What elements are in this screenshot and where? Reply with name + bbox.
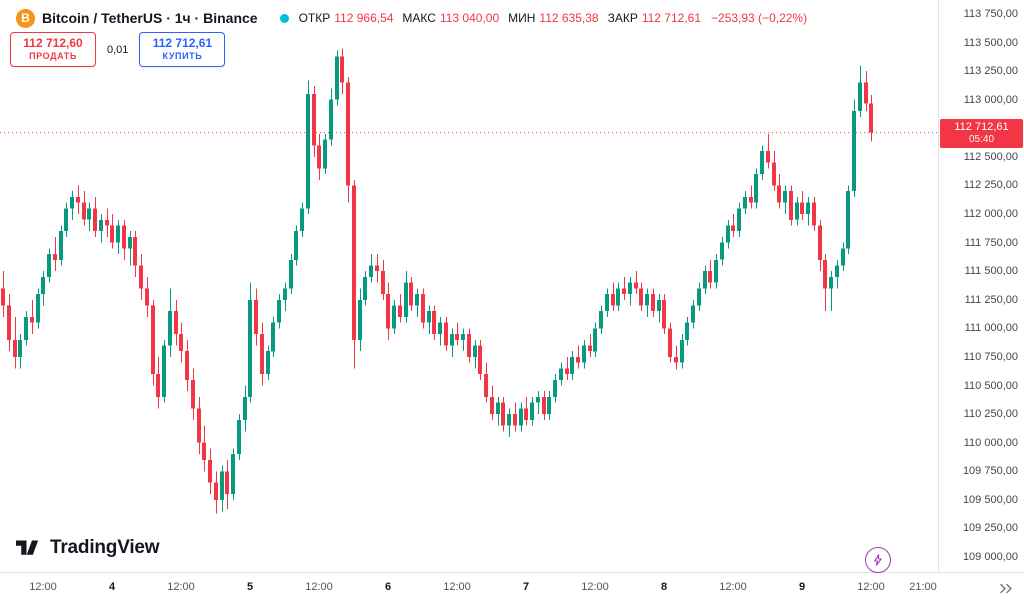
lightning-bolt-icon: [874, 554, 882, 566]
time-tick-label: 12:00: [167, 581, 195, 593]
price-tick-label: 112 500,00: [963, 151, 1018, 163]
buy-price: 112 712,61: [152, 36, 213, 50]
open-value: 112 966,54: [334, 11, 394, 25]
buy-button[interactable]: 112 712,61 КУПИТЬ: [139, 32, 226, 67]
price-tick-label: 113 500,00: [963, 37, 1018, 49]
candles-layer: [1, 48, 873, 514]
high-label: МАКС: [402, 11, 436, 25]
price-tick-label: 112 000,00: [963, 208, 1018, 220]
price-tick-label: 113 000,00: [963, 94, 1018, 106]
time-tick-label: 12:00: [857, 581, 885, 593]
price-tick-label: 111 750,00: [964, 237, 1018, 249]
high-value: 113 040,00: [439, 11, 500, 25]
price-tick-label: 111 250,00: [964, 294, 1018, 306]
sell-price: 112 712,60: [23, 36, 83, 50]
last-price-badge: 112 712,61 05:40: [940, 119, 1023, 148]
tradingview-logo-icon: [16, 540, 39, 555]
symbol-title[interactable]: Bitcoin / TetherUS · 1ч · Binance: [42, 10, 258, 26]
bitcoin-glyph: B: [21, 11, 30, 25]
bitcoin-icon: B: [16, 8, 35, 28]
price-tick-label: 111 500,00: [964, 265, 1018, 277]
time-tick-label: 12:00: [581, 581, 609, 593]
price-tick-label: 113 250,00: [963, 65, 1018, 77]
close-label: ЗАКР: [607, 11, 638, 25]
time-tick-day-label: 7: [522, 581, 530, 593]
spread-value: 0,01: [107, 43, 129, 56]
ohlc-legend: ОТКР 112 966,54 МАКС 113 040,00 МИН 112 …: [299, 11, 808, 25]
time-tick-label: 12:00: [443, 581, 471, 593]
price-scale[interactable]: 112 712,61 05:40 113 750,00 113 500,00 113…: [938, 0, 1024, 572]
sell-label: ПРОДАТЬ: [29, 51, 77, 61]
price-tick-label: 110 000,00: [963, 437, 1018, 449]
time-tick-label: 12:00: [305, 581, 333, 593]
chart-header: B Bitcoin / TetherUS · 1ч · Binance ОТКР…: [16, 8, 807, 28]
market-status-dot[interactable]: [279, 13, 289, 23]
price-tick-label: 110 750,00: [963, 351, 1018, 363]
time-tick-label: 12:00: [29, 581, 57, 593]
time-scale[interactable]: 12:00 4 12:00 5 12:00 6 12:00 7 12:00 8 12:00 9 12:0…: [0, 572, 1024, 603]
time-tick-day-label: 6: [384, 581, 392, 593]
price-tick-label: 110 500,00: [963, 380, 1018, 392]
time-tick-label: 21:00: [909, 581, 937, 593]
time-tick-day-label: 8: [660, 581, 668, 593]
price-tick-label: 109 000,00: [962, 551, 1018, 563]
price-tick-label: 113 750,00: [963, 8, 1018, 20]
price-tick-label: 112 250,00: [963, 179, 1018, 191]
buy-label: КУПИТЬ: [162, 51, 203, 61]
time-tick-label: 12:00: [719, 581, 747, 593]
low-value: 112 635,38: [539, 11, 599, 25]
price-tick-label: 111 000,00: [964, 322, 1018, 334]
tradingview-logo-text: TradingView: [50, 537, 160, 558]
close-value: 112 712,61: [641, 11, 702, 25]
boost-button[interactable]: [865, 547, 891, 573]
price-tick-label: 109 500,00: [962, 494, 1018, 506]
time-tick-day-label: 4: [108, 581, 116, 593]
tradingview-logo[interactable]: TradingView: [16, 537, 160, 559]
price-tick-label: 110 250,00: [963, 408, 1018, 420]
time-tick-day-label: 5: [246, 581, 254, 593]
time-tick-day-label: 9: [798, 581, 806, 593]
change-value: −253,93 (−0,22%): [711, 11, 808, 25]
double-chevron-right-icon[interactable]: [999, 582, 1014, 595]
open-label: ОТКР: [298, 11, 331, 25]
bar-countdown: 05:40: [968, 134, 995, 145]
price-tick-label: 109 750,00: [962, 465, 1018, 477]
low-label: МИН: [508, 11, 536, 25]
sell-button[interactable]: 112 712,60 ПРОДАТЬ: [10, 32, 96, 67]
last-price-value: 112 712,61: [954, 121, 1009, 133]
trade-panel: 112 712,60 ПРОДАТЬ 0,01 112 712,61 КУПИТ…: [10, 32, 226, 67]
price-tick-label: 109 250,00: [962, 522, 1018, 534]
